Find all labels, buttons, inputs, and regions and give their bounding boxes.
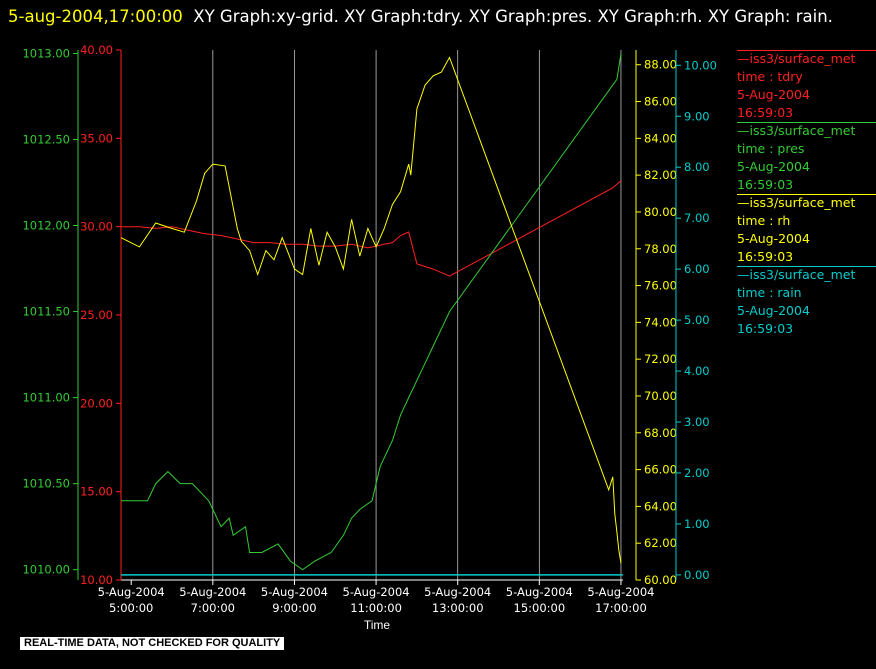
x-tick-label-time: 17:00:00 (595, 601, 647, 615)
legend-text: 16:59:03 (737, 105, 794, 120)
rain-tick-label: 0.00 (684, 568, 710, 582)
pres-tick-label: 1010.00 (22, 563, 70, 577)
x-tick-label-date: 5-Aug-2004 (587, 585, 654, 599)
legend-text: 5-Aug-2004 (737, 231, 810, 246)
rain-tick-label: 9.00 (684, 109, 710, 123)
rh-tick-label: 88.00 (644, 58, 677, 72)
x-tick-label-date: 5-Aug-2004 (424, 585, 491, 599)
legend-text: —iss3/surface_met (737, 51, 856, 66)
legend-text: time : tdry (737, 69, 803, 84)
chart-title: 5-aug-2004,17:00:00 XY Graph:xy-grid. XY… (8, 2, 868, 32)
rain-tick-label: 6.00 (684, 262, 710, 276)
rh-series-line (120, 56, 622, 564)
tdry-tick-label: 20.00 (80, 396, 113, 410)
rh-tick-label: 84.00 (644, 131, 677, 145)
series-lines (120, 53, 623, 576)
legend-text: —iss3/surface_met (737, 195, 856, 210)
legend-text: time : rh (737, 213, 791, 228)
tdry-tick-label: 15.00 (80, 485, 113, 499)
quality-disclaimer: REAL-TIME DATA, NOT CHECKED FOR QUALITY (20, 637, 285, 650)
legend-rule (737, 194, 876, 195)
title-timestamp: 5-aug-2004,17:00:00 (8, 7, 183, 26)
rh-tick-label: 64.00 (644, 499, 677, 513)
pres-tick-label: 1011.00 (22, 391, 70, 405)
tdry-series-line (121, 180, 622, 277)
legend-text: 5-Aug-2004 (737, 87, 810, 102)
x-tick-label-time: 11:00:00 (350, 601, 402, 615)
rain-tick-label: 2.00 (684, 466, 710, 480)
x-tick-label-time: 5:00:00 (109, 601, 153, 615)
tdry-tick-label: 35.00 (80, 131, 113, 145)
rain-tick-label: 10.00 (684, 58, 717, 72)
pres-tick-label: 1012.00 (22, 219, 70, 233)
title-graph-list: XY Graph:xy-grid. XY Graph:tdry. XY Grap… (193, 7, 833, 26)
x-tick-label-date: 5-Aug-2004 (506, 585, 573, 599)
x-tick-label-date: 5-Aug-2004 (179, 585, 246, 599)
x-tick-label-time: 15:00:00 (514, 601, 566, 615)
legend-text: 16:59:03 (737, 177, 794, 192)
axes: 10.00 15.00 20.00 25.00 30.00 35.00 40.00 1010.… (22, 43, 717, 587)
rh-tick-label: 60.00 (644, 573, 677, 587)
pres-tick-label: 1013.00 (22, 46, 70, 60)
legend-text: 5-Aug-2004 (737, 303, 810, 318)
legend-rule (737, 122, 876, 123)
x-tick-label-time: 9:00:00 (272, 601, 316, 615)
pres-series-line (121, 53, 622, 571)
pres-tick-label: 1012.50 (22, 132, 70, 146)
legend-text: 16:59:03 (737, 321, 794, 336)
rain-tick-label: 7.00 (684, 211, 710, 225)
legend-text: —iss3/surface_met (737, 123, 856, 138)
x-axis-label: Time (364, 618, 391, 632)
x-axis-ticks: 5-Aug-2004 5:00:00 5-Aug-2004 7:00:00 5-Aug-… (98, 580, 655, 615)
x-tick-label-time: 7:00:00 (191, 601, 235, 615)
rain-tick-label: 1.00 (684, 517, 710, 531)
pres-tick-label: 1011.50 (22, 305, 70, 319)
rain-tick-label: 3.00 (684, 415, 710, 429)
legend-rule (737, 266, 876, 267)
x-tick-label-date: 5-Aug-2004 (343, 585, 410, 599)
rh-tick-label: 74.00 (644, 315, 677, 329)
rh-tick-label: 76.00 (644, 279, 677, 293)
rh-tick-label: 78.00 (644, 242, 677, 256)
tdry-tick-label: 40.00 (80, 43, 113, 57)
rh-tick-label: 66.00 (644, 463, 677, 477)
rain-tick-label: 4.00 (684, 364, 710, 378)
legend-text: —iss3/surface_met (737, 267, 856, 282)
rh-tick-label: 86.00 (644, 95, 677, 109)
pres-tick-label: 1010.50 (22, 477, 70, 491)
legend-text: time : rain (737, 285, 802, 300)
x-tick-label-time: 13:00:00 (432, 601, 484, 615)
rain-tick-label: 8.00 (684, 160, 710, 174)
rh-tick-label: 80.00 (644, 205, 677, 219)
rain-tick-label: 5.00 (684, 313, 710, 327)
x-tick-label-date: 5-Aug-2004 (261, 585, 328, 599)
rh-tick-label: 82.00 (644, 168, 677, 182)
rh-tick-label: 68.00 (644, 426, 677, 440)
vertical-grid (212, 50, 622, 580)
legend-text: 5-Aug-2004 (737, 159, 810, 174)
tdry-tick-label: 25.00 (80, 308, 113, 322)
legend-text: 16:59:03 (737, 249, 794, 264)
rh-tick-label: 72.00 (644, 352, 677, 366)
x-tick-label-date: 5-Aug-2004 (98, 585, 165, 599)
rh-tick-label: 70.00 (644, 389, 677, 403)
legend-text: time : pres (737, 141, 805, 156)
legend-rule (737, 50, 876, 51)
tdry-tick-label: 10.00 (80, 573, 113, 587)
rh-tick-label: 62.00 (644, 536, 677, 550)
tdry-tick-label: 30.00 (80, 220, 113, 234)
